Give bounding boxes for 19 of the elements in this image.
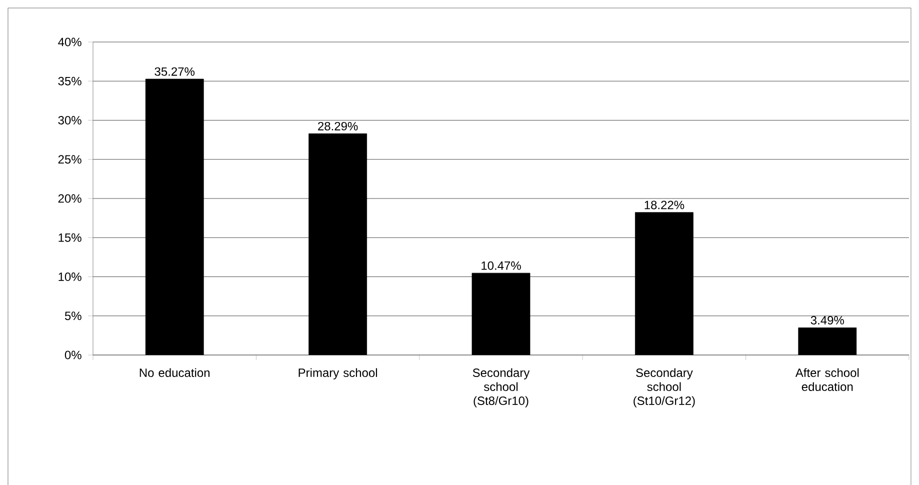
x-tick-label: Primary school [298, 368, 377, 380]
y-tick-label: 15% [58, 233, 82, 242]
y-tick-label: 40% [58, 38, 82, 46]
y-tick-label: 5% [64, 312, 82, 320]
y-tick-label: 25% [58, 155, 82, 164]
data-label: 10.47% [482, 261, 521, 270]
x-tick-label: After school education [795, 368, 859, 392]
y-tick-label: 10% [58, 272, 82, 281]
x-tick-label: Secondary school (St10/Gr12) [634, 368, 695, 408]
y-tick-label: 30% [58, 116, 82, 124]
x-tick-label: No education [140, 368, 210, 378]
data-label: 35.27% [154, 67, 195, 76]
y-tick-label: 0% [64, 350, 82, 360]
data-label: 28.29% [318, 122, 358, 130]
y-tick-label: 35% [58, 76, 82, 86]
x-tick-label: Secondary school (St8/Gr10) [472, 368, 530, 408]
data-label: 18.22% [644, 200, 684, 210]
data-label: 3.49% [810, 316, 844, 324]
y-tick-label: 20% [58, 194, 82, 203]
